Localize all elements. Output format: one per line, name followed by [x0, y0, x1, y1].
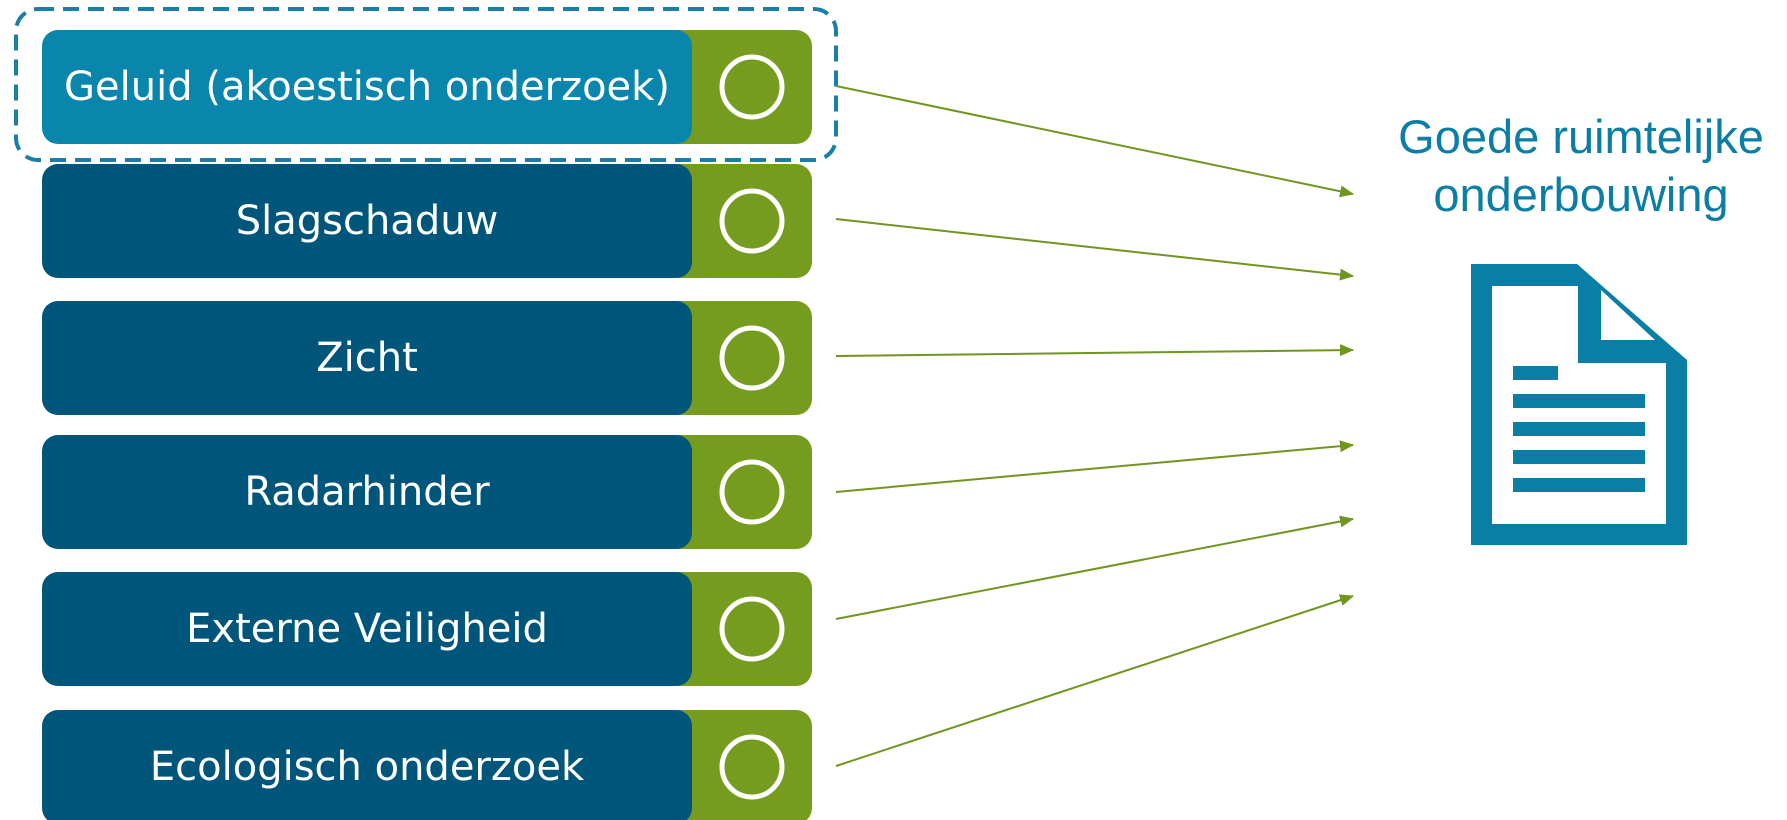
arrow	[835, 344, 1354, 357]
result-title: onderbouwing	[1433, 168, 1728, 221]
arrow	[835, 515, 1354, 620]
label-panel	[42, 572, 692, 686]
item-label: Slagschaduw	[236, 198, 499, 244]
selection-outline	[14, 7, 838, 162]
result-title: Goede ruimtelijke	[1398, 110, 1764, 163]
item-label: Zicht	[316, 335, 418, 381]
item-icon	[719, 734, 785, 800]
item-label: Radarhinder	[244, 469, 490, 515]
item-icon	[719, 188, 785, 254]
label-panel	[42, 710, 692, 820]
label-panel	[42, 301, 692, 415]
arrow	[835, 594, 1354, 767]
item-icon	[719, 54, 785, 120]
item-box: Geluid (akoestisch onderzoek)	[42, 30, 812, 144]
item-label: Externe Veiligheid	[186, 606, 548, 652]
label-panel	[42, 435, 692, 549]
label-panel	[42, 30, 692, 144]
label-panel	[42, 164, 692, 278]
item-box: Slagschaduw	[42, 164, 812, 278]
arrow	[835, 218, 1354, 281]
item-box: Ecologisch onderzoek	[42, 710, 812, 820]
item-icon	[719, 596, 785, 662]
item-label: Geluid (akoestisch onderzoek)	[64, 64, 670, 110]
item-box: Zicht	[42, 301, 812, 415]
document-icon	[1471, 264, 1687, 545]
arrow	[835, 85, 1354, 198]
item-label: Ecologisch onderzoek	[150, 744, 585, 790]
item-icon	[719, 459, 785, 525]
arrows	[835, 85, 1354, 767]
item-icon	[719, 325, 785, 391]
arrow	[835, 440, 1354, 493]
box-list: Geluid (akoestisch onderzoek) Slagschaduw…	[42, 30, 812, 820]
item-box: Radarhinder	[42, 435, 812, 549]
item-box: Externe Veiligheid	[42, 572, 812, 686]
